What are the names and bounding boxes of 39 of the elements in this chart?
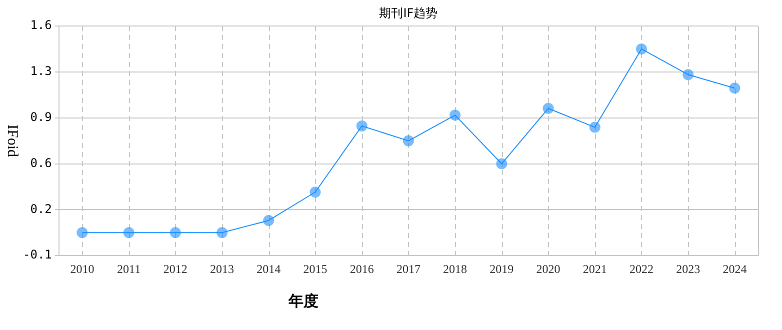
- y-tick-label: 1.6: [30, 18, 52, 32]
- y-tick-label: 1.3: [30, 64, 52, 78]
- point: [402, 135, 414, 146]
- point: [589, 122, 600, 133]
- x-tick-label: 2016: [350, 262, 374, 276]
- point: [636, 43, 647, 54]
- x-tick-label: 2017: [396, 262, 420, 276]
- point: [310, 186, 321, 198]
- x-tick-label: 2020: [536, 262, 560, 276]
- chart-title: 期刊IF趋势: [379, 6, 438, 20]
- x-tick-label: 2012: [163, 262, 188, 276]
- y-tick-label: 0.2: [30, 202, 52, 216]
- x-tick-label: 2010: [70, 262, 94, 276]
- x-tick-label: 2011: [117, 262, 141, 276]
- point: [76, 227, 88, 238]
- x-tick-label: 2018: [443, 262, 468, 276]
- x-tick-label: 2019: [490, 262, 514, 276]
- x-tick-label: 2022: [629, 262, 654, 276]
- x-tick-label: 2023: [676, 262, 700, 276]
- point: [729, 82, 740, 94]
- x-tick-label: 2015: [303, 262, 328, 276]
- point: [682, 69, 694, 80]
- y-tick-label: -0.1: [22, 248, 52, 262]
- x-tick-label: 2021: [582, 262, 607, 276]
- y-tick-label: 0.9: [30, 110, 52, 124]
- point: [356, 120, 368, 132]
- point: [263, 214, 274, 226]
- point: [496, 158, 508, 170]
- y-axis-title: IFoid: [4, 124, 20, 158]
- point: [123, 227, 134, 238]
- x-tick-label: 2024: [722, 262, 747, 276]
- point: [170, 227, 181, 238]
- point: [450, 110, 461, 121]
- point: [216, 227, 228, 238]
- point: [542, 102, 554, 114]
- x-tick-label: 2013: [210, 262, 234, 276]
- x-tick-label: 2014: [256, 262, 281, 276]
- y-tick-label: 0.6: [30, 156, 52, 170]
- x-axis-title: 年度: [288, 292, 319, 310]
